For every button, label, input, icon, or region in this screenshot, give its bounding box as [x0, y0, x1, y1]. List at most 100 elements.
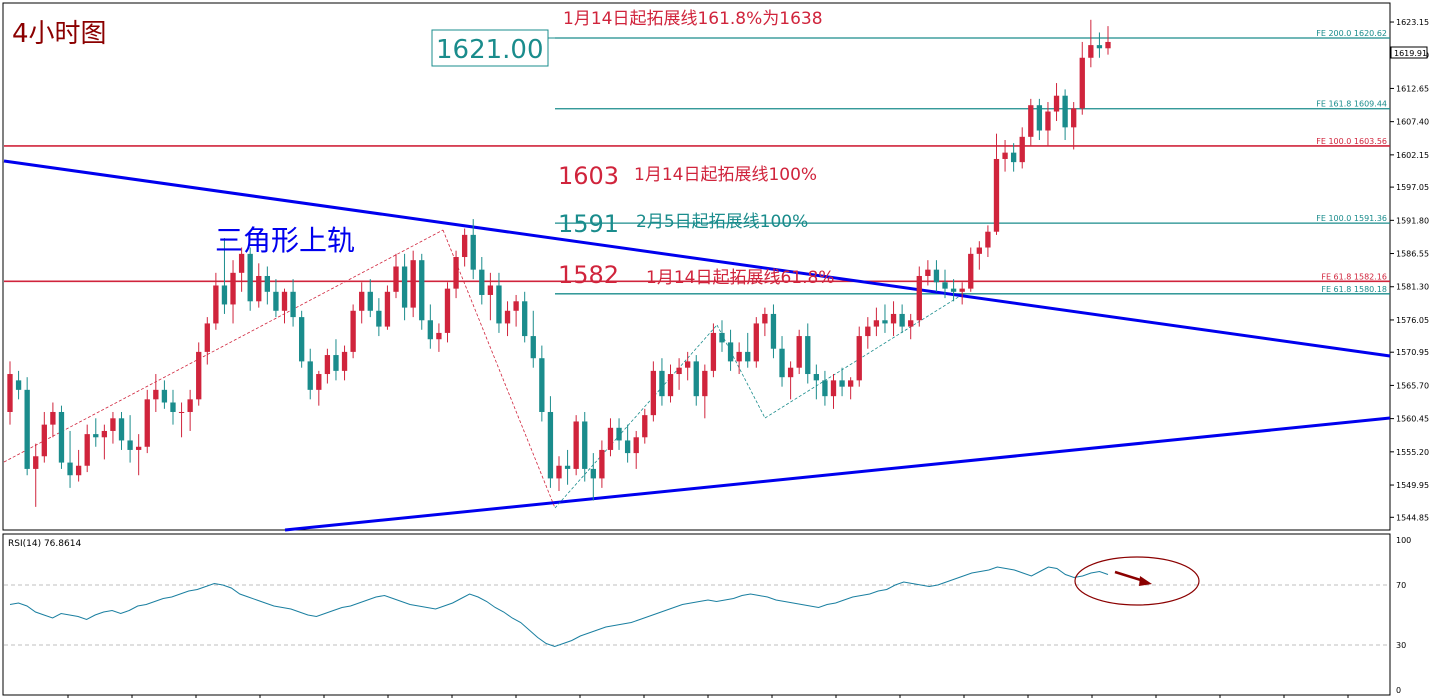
candle	[599, 440, 605, 488]
candle	[805, 323, 811, 384]
candle	[1079, 41, 1085, 115]
price-axis: 1623.151617.901612.651607.401602.151597.…	[1390, 18, 1429, 522]
zigzag-segment	[764, 295, 961, 419]
rsi-tick-label: 70	[1396, 581, 1406, 590]
candle	[916, 266, 922, 327]
candle	[187, 389, 193, 431]
price-tick-label: 1570.95	[1396, 348, 1429, 357]
annotation-1582-text: 1月14日起拓展线61.8%	[646, 268, 834, 288]
candle	[1002, 139, 1008, 172]
candle	[590, 453, 596, 501]
zigzag-segment	[554, 324, 718, 509]
candle	[950, 279, 957, 302]
candle	[479, 257, 485, 305]
candle	[624, 424, 631, 463]
candle	[607, 418, 614, 457]
candle	[127, 415, 133, 463]
candle	[753, 317, 759, 368]
candle	[1045, 102, 1051, 147]
candle	[582, 411, 588, 482]
fe-level-labels: FE 200.0 1620.62 FE 161.8 1609.44 FE 100.0…	[1316, 29, 1387, 294]
candle	[290, 279, 296, 327]
candle	[213, 272, 219, 330]
candle	[787, 361, 794, 400]
candle	[333, 339, 339, 381]
candle	[410, 250, 416, 318]
candle	[1036, 98, 1043, 140]
candle	[985, 225, 991, 258]
candle	[444, 282, 451, 343]
candle	[770, 304, 777, 359]
price-tick-label: 1586.55	[1396, 250, 1429, 259]
candle	[153, 374, 159, 412]
candle	[522, 291, 528, 343]
rsi-highlight-ellipse	[1074, 556, 1200, 606]
candle	[341, 345, 348, 381]
candle	[745, 332, 751, 368]
candle	[24, 377, 30, 476]
chart-title: 4小时图	[12, 19, 107, 49]
candle	[736, 342, 742, 375]
candle	[942, 269, 948, 299]
candle	[1010, 143, 1017, 172]
candle	[15, 370, 22, 400]
candle	[401, 253, 408, 321]
candle	[564, 449, 571, 485]
candle	[487, 272, 494, 321]
price-tick-label: 1602.15	[1396, 151, 1429, 160]
candle	[556, 456, 562, 492]
candle	[393, 253, 399, 299]
candle	[298, 310, 305, 368]
candle	[890, 301, 897, 337]
candle	[530, 310, 536, 368]
candle	[281, 288, 288, 324]
candle	[882, 304, 888, 333]
triangle-lower-rail-line	[284, 416, 1391, 532]
candle	[813, 364, 820, 400]
candle	[7, 361, 13, 425]
candle	[839, 367, 845, 397]
candle	[264, 266, 271, 305]
rsi-tick-label: 0	[1396, 686, 1401, 695]
candle	[830, 374, 837, 409]
candle	[865, 317, 871, 349]
candle	[453, 250, 459, 299]
rsi-tick-label: 30	[1396, 641, 1406, 650]
candle	[1105, 26, 1111, 55]
candle	[667, 364, 674, 403]
candle	[968, 247, 974, 292]
candle	[1053, 83, 1060, 122]
candle	[75, 449, 82, 482]
candle	[273, 279, 279, 318]
candle	[1062, 89, 1068, 140]
candle	[685, 351, 691, 381]
candle	[144, 389, 150, 454]
candle	[50, 402, 56, 438]
rsi-down-arrow-icon	[1114, 570, 1152, 586]
zigzag-dashed-lines	[3, 229, 961, 509]
candle	[101, 424, 108, 460]
price-tick-label: 1560.45	[1396, 415, 1429, 424]
candle	[702, 364, 708, 419]
annotation-1582-number: 1582	[558, 261, 619, 289]
candle	[84, 424, 90, 473]
candle	[847, 377, 854, 400]
candle	[307, 348, 313, 400]
candle	[1019, 127, 1025, 169]
candle	[161, 380, 168, 409]
candle	[1096, 32, 1103, 58]
main-panel-frame	[2, 2, 1391, 531]
candle	[118, 411, 125, 450]
candle	[367, 279, 373, 318]
candle	[856, 326, 862, 387]
fe-level-label: FE 100.0 1603.56	[1316, 137, 1387, 146]
candle	[221, 238, 228, 314]
price-box-frame	[431, 29, 549, 67]
candle	[547, 396, 554, 488]
candle	[959, 282, 965, 305]
triangle-upper-rail-line	[3, 159, 1391, 358]
fe-level-label: FE 61.8 1580.18	[1321, 285, 1387, 294]
rsi-label: RSI(14) 76.8614	[8, 539, 81, 549]
candle	[324, 348, 331, 384]
